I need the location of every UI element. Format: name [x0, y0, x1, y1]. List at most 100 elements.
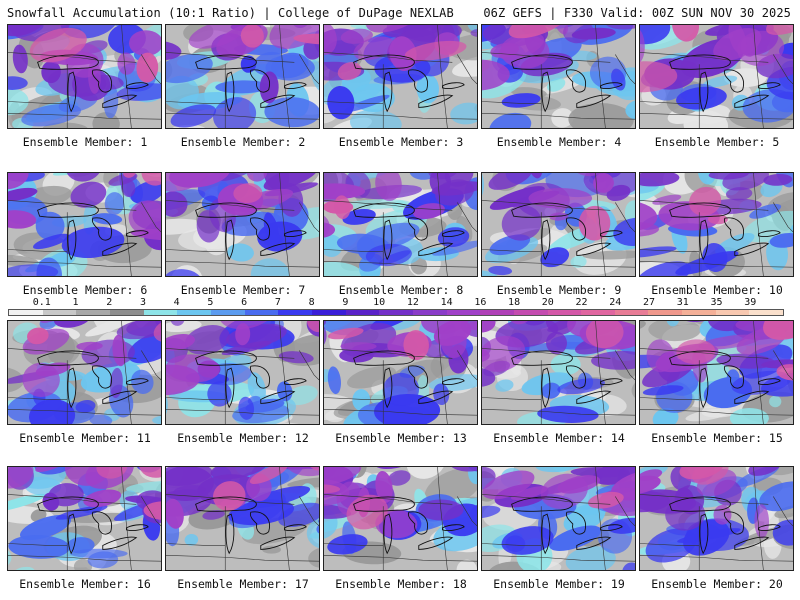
snowfall-map — [482, 25, 635, 128]
ensemble-member-panel — [7, 466, 162, 571]
ensemble-member-panel — [323, 24, 478, 129]
colorbar-tick-label: 14 — [440, 297, 453, 308]
run-valid-time: 06Z GEFS | F330 Valid: 00Z SUN NOV 30 20… — [483, 6, 791, 20]
colorbar-segment — [412, 310, 447, 315]
snowfall-map — [640, 173, 793, 276]
ensemble-member-panel — [639, 24, 794, 129]
colorbar-segment — [210, 310, 245, 315]
colorbar-tick-labels: 0.1 1 2 3 4 5 6 7 8 9 10 12 14 16 18 20 22 24 27 31 35 39 — [8, 297, 784, 309]
ensemble-member-label: Ensemble Member: 15 — [651, 431, 783, 445]
ensemble-member-label: Ensemble Member: 6 — [22, 283, 148, 297]
colorbar-segment — [614, 310, 649, 315]
snowfall-map — [324, 173, 477, 276]
colorbar-segment — [177, 310, 211, 315]
colorbar-tick-label: 20 — [541, 297, 554, 308]
ensemble-member-label: Ensemble Member: 3 — [338, 135, 464, 149]
ensemble-member-label: Ensemble Member: 9 — [496, 283, 622, 297]
colorbar-tick-label: 12 — [406, 297, 419, 308]
ensemble-member-panel — [165, 320, 320, 425]
snowfall-map — [324, 25, 477, 128]
ensemble-member-label: Ensemble Member: 13 — [335, 431, 467, 445]
colorbar-segment — [749, 310, 784, 315]
ensemble-member-label: Ensemble Member: 11 — [19, 431, 151, 445]
snowfall-map — [166, 25, 319, 128]
ensemble-member-label: Ensemble Member: 18 — [335, 577, 467, 591]
ensemble-member-label: Ensemble Member: 16 — [19, 577, 151, 591]
snowfall-colorbar — [8, 309, 784, 316]
colorbar-tick-label: 1 — [72, 297, 79, 308]
colorbar-segment — [648, 310, 683, 315]
colorbar-tick-label: 31 — [676, 297, 689, 308]
colorbar-tick-label: 2 — [106, 297, 113, 308]
snowfall-map — [640, 25, 793, 128]
ensemble-member-label: Ensemble Member: 5 — [654, 135, 780, 149]
ensemble-member-panel — [323, 172, 478, 277]
colorbar-segment — [244, 310, 279, 315]
colorbar-tick-label: 10 — [373, 297, 386, 308]
page-header: Snowfall Accumulation (10:1 Ratio) | Col… — [0, 0, 800, 24]
colorbar-segment — [109, 310, 144, 315]
colorbar-segment — [513, 310, 548, 315]
ensemble-member-label: Ensemble Member: 19 — [493, 577, 625, 591]
ensemble-member-label: Ensemble Member: 14 — [493, 431, 625, 445]
colorbar-segment — [278, 310, 312, 315]
colorbar-segment — [9, 310, 43, 315]
colorbar-tick-label: 16 — [474, 297, 487, 308]
ensemble-member-panel — [165, 172, 320, 277]
snowfall-map — [324, 467, 477, 570]
colorbar-tick-label: 4 — [173, 297, 180, 308]
snowfall-map — [166, 173, 319, 276]
snowfall-map — [324, 321, 477, 424]
colorbar-segment — [581, 310, 615, 315]
ensemble-member-label: Ensemble Member: 1 — [22, 135, 148, 149]
ensemble-member-label: Ensemble Member: 4 — [496, 135, 622, 149]
colorbar-segment — [76, 310, 110, 315]
snowfall-map — [482, 467, 635, 570]
colorbar-tick-label: 9 — [342, 297, 349, 308]
colorbar-segment — [682, 310, 716, 315]
ensemble-member-panel — [165, 466, 320, 571]
colorbar-segment — [379, 310, 413, 315]
colorbar-tick-label: 18 — [508, 297, 521, 308]
ensemble-member-panel — [165, 24, 320, 129]
colorbar-segment — [311, 310, 346, 315]
colorbar-tick-label: 22 — [575, 297, 588, 308]
ensemble-member-panel — [639, 320, 794, 425]
ensemble-member-label: Ensemble Member: 8 — [338, 283, 464, 297]
snowfall-map — [8, 173, 161, 276]
ensemble-member-panel — [323, 466, 478, 571]
ensemble-member-panel — [323, 320, 478, 425]
colorbar-tick-label: 8 — [308, 297, 315, 308]
snowfall-map — [482, 321, 635, 424]
ensemble-member-label: Ensemble Member: 2 — [180, 135, 306, 149]
ensemble-member-panel — [481, 466, 636, 571]
ensemble-member-label: Ensemble Member: 20 — [651, 577, 783, 591]
snowfall-map — [8, 467, 161, 570]
colorbar-tick-label: 39 — [744, 297, 757, 308]
colorbar-segment — [345, 310, 380, 315]
colorbar-tick-label: 3 — [139, 297, 146, 308]
snowfall-map — [166, 467, 319, 570]
ensemble-member-panel — [7, 320, 162, 425]
ensemble-member-panel — [639, 466, 794, 571]
ensemble-member-panel — [7, 172, 162, 277]
snowfall-map — [640, 467, 793, 570]
ensemble-member-panel — [639, 172, 794, 277]
snowfall-map — [640, 321, 793, 424]
colorbar-tick-label: 7 — [274, 297, 281, 308]
colorbar-tick-label: 0.1 — [32, 297, 51, 308]
colorbar-segment — [446, 310, 481, 315]
ensemble-member-panel — [7, 24, 162, 129]
product-title: Snowfall Accumulation (10:1 Ratio) | Col… — [7, 6, 454, 20]
ensemble-member-label: Ensemble Member: 7 — [180, 283, 306, 297]
colorbar-tick-label: 35 — [710, 297, 723, 308]
ensemble-member-panel — [481, 172, 636, 277]
snowfall-map — [8, 25, 161, 128]
colorbar-segment — [143, 310, 178, 315]
snowfall-map — [8, 321, 161, 424]
colorbar-segment — [715, 310, 750, 315]
ensemble-member-label: Ensemble Member: 17 — [177, 577, 309, 591]
colorbar-segment — [42, 310, 77, 315]
snowfall-map — [482, 173, 635, 276]
snowfall-map — [166, 321, 319, 424]
